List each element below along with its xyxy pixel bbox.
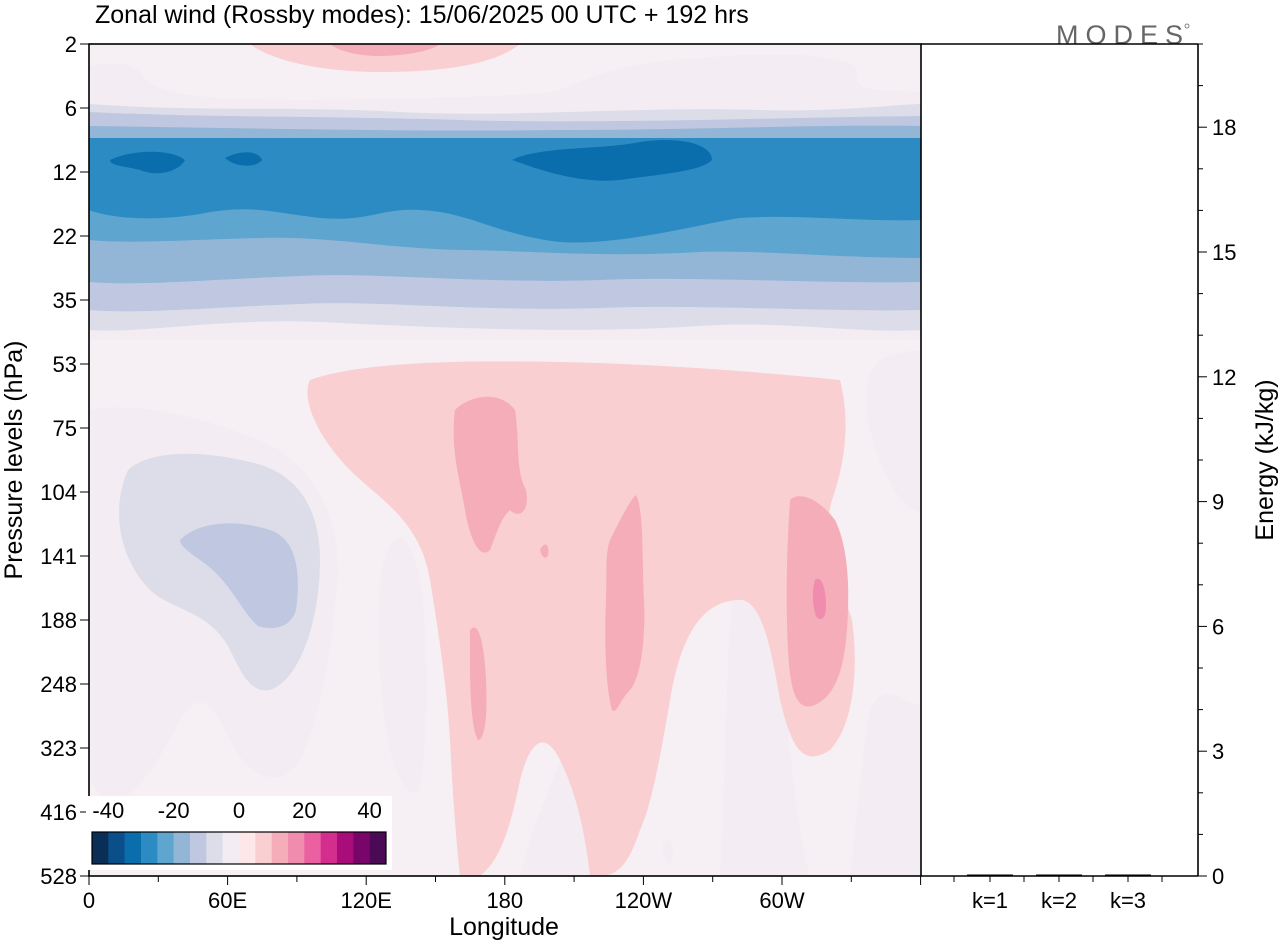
- contour-band: [453, 396, 527, 553]
- x-tick-label: 120W: [615, 888, 673, 913]
- bar-category-label: k=1: [972, 888, 1008, 913]
- colorbar-tick-label: 0: [233, 798, 245, 823]
- colorbar-tick-label: 20: [292, 798, 316, 823]
- contour-band: [89, 138, 921, 243]
- energy-tick-label: 15: [1212, 240, 1236, 265]
- colorbar-tick-label: -20: [158, 798, 190, 823]
- energy-tick-label: 0: [1212, 864, 1224, 889]
- energy-tick-label: 18: [1212, 115, 1236, 140]
- y-tick-label: 35: [53, 288, 77, 313]
- y-tick-label: 53: [53, 352, 77, 377]
- colorbar-swatch: [271, 832, 289, 864]
- energy-bars: k=1 k=2 k=3: [953, 874, 1163, 913]
- x-tick-label: 180: [486, 888, 523, 913]
- colorbar-swatch: [369, 832, 387, 864]
- contour-band: [540, 544, 549, 558]
- colorbar-frame: [91, 831, 387, 865]
- y-tick-label: 104: [40, 480, 77, 505]
- colorbar: -40 -20 0 20 40: [86, 796, 392, 870]
- contour-band: [250, 44, 520, 72]
- y-tick-label: 323: [40, 736, 77, 761]
- y-tick-label: 416: [40, 800, 77, 825]
- y-tick-label: 6: [65, 96, 77, 121]
- colorbar-swatch: [288, 832, 305, 864]
- contour-band: [662, 838, 673, 863]
- energy-tick-label: 12: [1212, 365, 1236, 390]
- logo-mark: [1184, 23, 1190, 29]
- colorbar-swatch: [353, 832, 370, 864]
- x-axis-label: Longitude: [449, 913, 559, 941]
- bar-category-label: k=3: [1110, 888, 1146, 913]
- contour-band: [330, 44, 440, 56]
- bar-category-label: k=2: [1041, 888, 1077, 913]
- colorbar-swatch: [255, 832, 272, 864]
- colorbar-swatch: [124, 832, 142, 864]
- contour-band: [180, 523, 298, 629]
- contour-band: [307, 361, 855, 876]
- pressure-axis: 2 6 12 22 35 53 75 104 141 188 248 323 416 528: [40, 32, 89, 889]
- y-tick-label: 75: [53, 416, 77, 441]
- x-tick-label: 60W: [759, 888, 804, 913]
- colorbar-tick-label: 40: [357, 798, 381, 823]
- colorbar-tick-label: -40: [92, 798, 124, 823]
- y-tick-label: 188: [40, 608, 77, 633]
- colorbar-swatch: [157, 832, 174, 864]
- contour-band: [865, 350, 921, 512]
- energy-tick-label: 9: [1212, 490, 1224, 515]
- contour-band: [720, 538, 810, 876]
- contour-band: [512, 140, 712, 181]
- contour-band: [110, 151, 185, 174]
- colorbar-swatch: [304, 832, 321, 864]
- y-tick-label: 2: [65, 32, 77, 57]
- x-tick-label: 60E: [208, 888, 247, 913]
- x-tick-label: 0: [83, 888, 95, 913]
- y-tick-label: 528: [40, 864, 77, 889]
- energy-bar: [967, 874, 1013, 876]
- colorbar-swatch: [92, 832, 109, 864]
- contour-band: [850, 694, 921, 876]
- chart-title: Zonal wind (Rossby modes): 15/06/2025 00…: [95, 1, 749, 29]
- y-tick-label: 141: [40, 544, 77, 569]
- colorbar-swatch: [190, 832, 207, 864]
- energy-tick-label: 6: [1212, 614, 1224, 639]
- colorbar-swatch: [222, 832, 240, 864]
- longitude-axis: 0 60E 120E 180 120W 60W: [83, 876, 922, 913]
- contour-band: [470, 627, 487, 740]
- colorbar-swatch: [173, 832, 191, 864]
- colorbar-swatch: [239, 832, 256, 864]
- energy-axis-label: Energy (kJ/kg): [1251, 379, 1279, 540]
- colorbar-swatch: [320, 832, 338, 864]
- contour-band: [378, 537, 427, 793]
- y-axis-label: Pressure levels (hPa): [0, 341, 28, 580]
- colorbar-swatch: [141, 832, 158, 864]
- colorbar-swatch: [108, 832, 125, 864]
- colorbar-swatch: [206, 832, 223, 864]
- y-tick-label: 248: [40, 672, 77, 697]
- y-tick-label: 22: [53, 224, 77, 249]
- y-tick-label: 12: [53, 160, 77, 185]
- energy-bar: [1105, 874, 1151, 876]
- colorbar-swatch: [337, 832, 354, 864]
- modes-logo: MODES: [1056, 20, 1190, 50]
- contour-band: [605, 495, 645, 711]
- contour-plot: [89, 44, 921, 876]
- contour-band: [812, 578, 826, 620]
- x-tick-label: 120E: [341, 888, 392, 913]
- energy-bar: [1036, 874, 1082, 876]
- energy-tick-label: 3: [1212, 739, 1224, 764]
- contour-band: [225, 152, 262, 166]
- energy-axis: 0 3 6 9 12 15 18: [1198, 43, 1236, 889]
